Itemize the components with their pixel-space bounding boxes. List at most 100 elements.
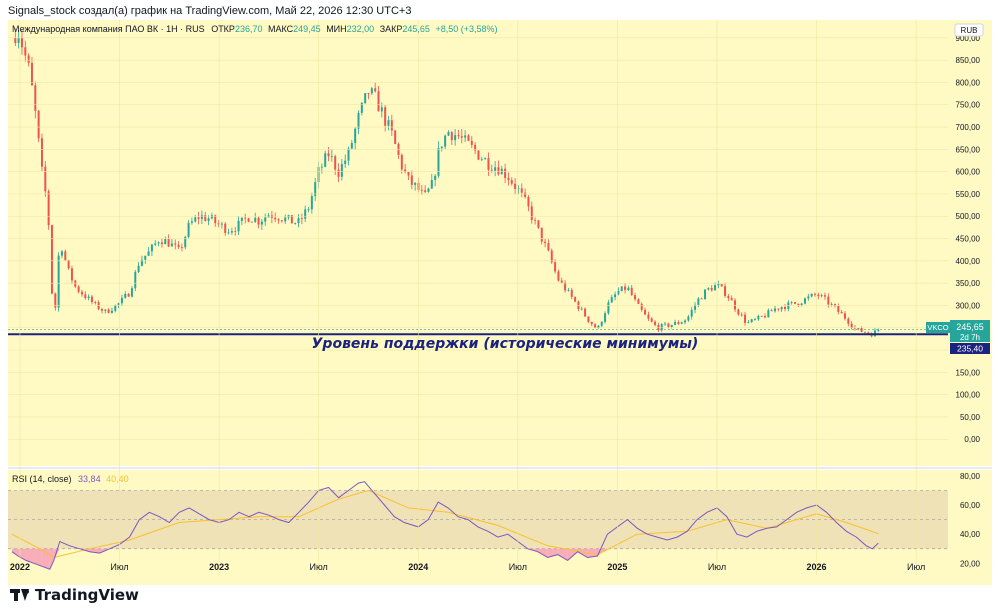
candle-body: [384, 107, 387, 126]
candle-body: [640, 303, 643, 310]
candle-body: [590, 321, 593, 325]
candle-body: [250, 221, 253, 223]
candle-body: [527, 196, 530, 207]
candle-body: [197, 217, 200, 219]
candle-body: [727, 295, 730, 299]
price-axis[interactable]: [948, 20, 992, 466]
candle-body: [494, 167, 497, 171]
candle-body: [714, 285, 717, 291]
candle-body: [237, 220, 240, 232]
candle-body: [210, 215, 213, 219]
currency-label: RUB: [961, 26, 978, 35]
candle-body: [240, 217, 243, 221]
candle-body: [87, 296, 90, 299]
main-pane[interactable]: [8, 20, 948, 466]
candle-body: [57, 255, 60, 308]
candle-body: [464, 135, 467, 138]
rsi-line: [11, 481, 879, 570]
candle-body: [110, 310, 113, 313]
candle-body: [833, 304, 836, 306]
candle-body: [137, 265, 140, 272]
candle-body: [390, 120, 393, 131]
candle-body: [637, 299, 640, 304]
candle-body: [710, 287, 713, 291]
candle-body: [360, 102, 363, 113]
candle-body: [104, 309, 107, 311]
legend-open-value: 236,70: [235, 24, 263, 34]
candle-body: [560, 280, 563, 283]
candle-body: [754, 319, 757, 320]
candle-body: [770, 310, 773, 312]
candle-body: [574, 296, 577, 302]
axes-layer: 0,0050,00100,00150,00200,00250,00300,003…: [8, 20, 981, 575]
tradingview-logo[interactable]: TradingView: [10, 586, 139, 604]
candle-body: [217, 223, 220, 225]
rsi-layer: 20,00 40,00 60,00 80,00: [8, 472, 981, 570]
candle-body: [37, 110, 40, 139]
rsi-oversold-fill: [577, 548, 588, 558]
candle-body: [674, 322, 677, 325]
candle-body: [584, 308, 587, 317]
candle-body: [254, 217, 257, 222]
rsi-oversold-fill: [25, 548, 34, 564]
candle-body: [440, 146, 443, 149]
candle-body: [774, 308, 777, 312]
rsi-axis[interactable]: [948, 470, 992, 575]
candle-body: [820, 295, 823, 297]
candle-body: [650, 318, 653, 322]
time-tick-label: 2026: [807, 562, 827, 572]
candle-body: [187, 222, 190, 237]
tradingview-brand: TradingView: [35, 586, 139, 604]
candle-body: [244, 217, 247, 219]
candle-body: [687, 316, 690, 321]
candle-body: [24, 47, 27, 56]
support-price-label: 235,40: [957, 344, 983, 354]
candle-body: [634, 295, 637, 300]
time-tick-label: Июл: [708, 562, 726, 572]
candle-body: [74, 280, 77, 287]
candle-body: [717, 284, 720, 286]
support-layer: [8, 329, 948, 336]
currency-tag[interactable]: [954, 23, 984, 37]
candle-body: [340, 163, 343, 177]
candle-body: [94, 302, 97, 303]
rsi-oversold-fill: [11, 548, 18, 557]
candle-body: [843, 313, 846, 319]
candle-body: [567, 289, 570, 291]
candle-body: [344, 160, 347, 164]
candle-body: [420, 189, 423, 191]
candle-body: [614, 294, 617, 298]
price-tick-label: 800,00: [956, 78, 981, 87]
candle-body: [194, 217, 197, 222]
price-tick-label: 600,00: [956, 168, 981, 177]
candle-body: [70, 268, 73, 281]
time-tick-label: 2023: [209, 562, 229, 572]
rsi-oversold-fill: [537, 548, 548, 558]
candle-body: [460, 136, 463, 138]
candle-body: [817, 294, 820, 297]
support-price-tag: [950, 343, 990, 354]
candle-body: [850, 323, 853, 328]
candle-body: [700, 298, 703, 300]
time-tick-label: 2022: [10, 562, 30, 572]
candle-body: [30, 62, 33, 86]
candle-body: [724, 286, 727, 296]
candle-body: [654, 321, 657, 326]
price-tick-label: 700,00: [956, 123, 981, 132]
candle-body: [407, 171, 410, 176]
candle-body: [124, 293, 127, 298]
candle-body: [800, 303, 803, 306]
candle-body: [224, 223, 227, 233]
candle-body: [677, 322, 680, 324]
time-axis: [8, 575, 992, 585]
candle-body: [107, 309, 110, 313]
candle-body: [380, 107, 383, 112]
candle-body: [304, 209, 307, 219]
candle-body: [740, 314, 743, 316]
rsi-legend: RSI (14, close) 33,84 40,40: [12, 474, 129, 484]
candle-body: [207, 218, 210, 221]
candle-body: [630, 287, 633, 296]
candle-body: [314, 182, 317, 197]
rsi-oversold-fill: [587, 548, 598, 558]
